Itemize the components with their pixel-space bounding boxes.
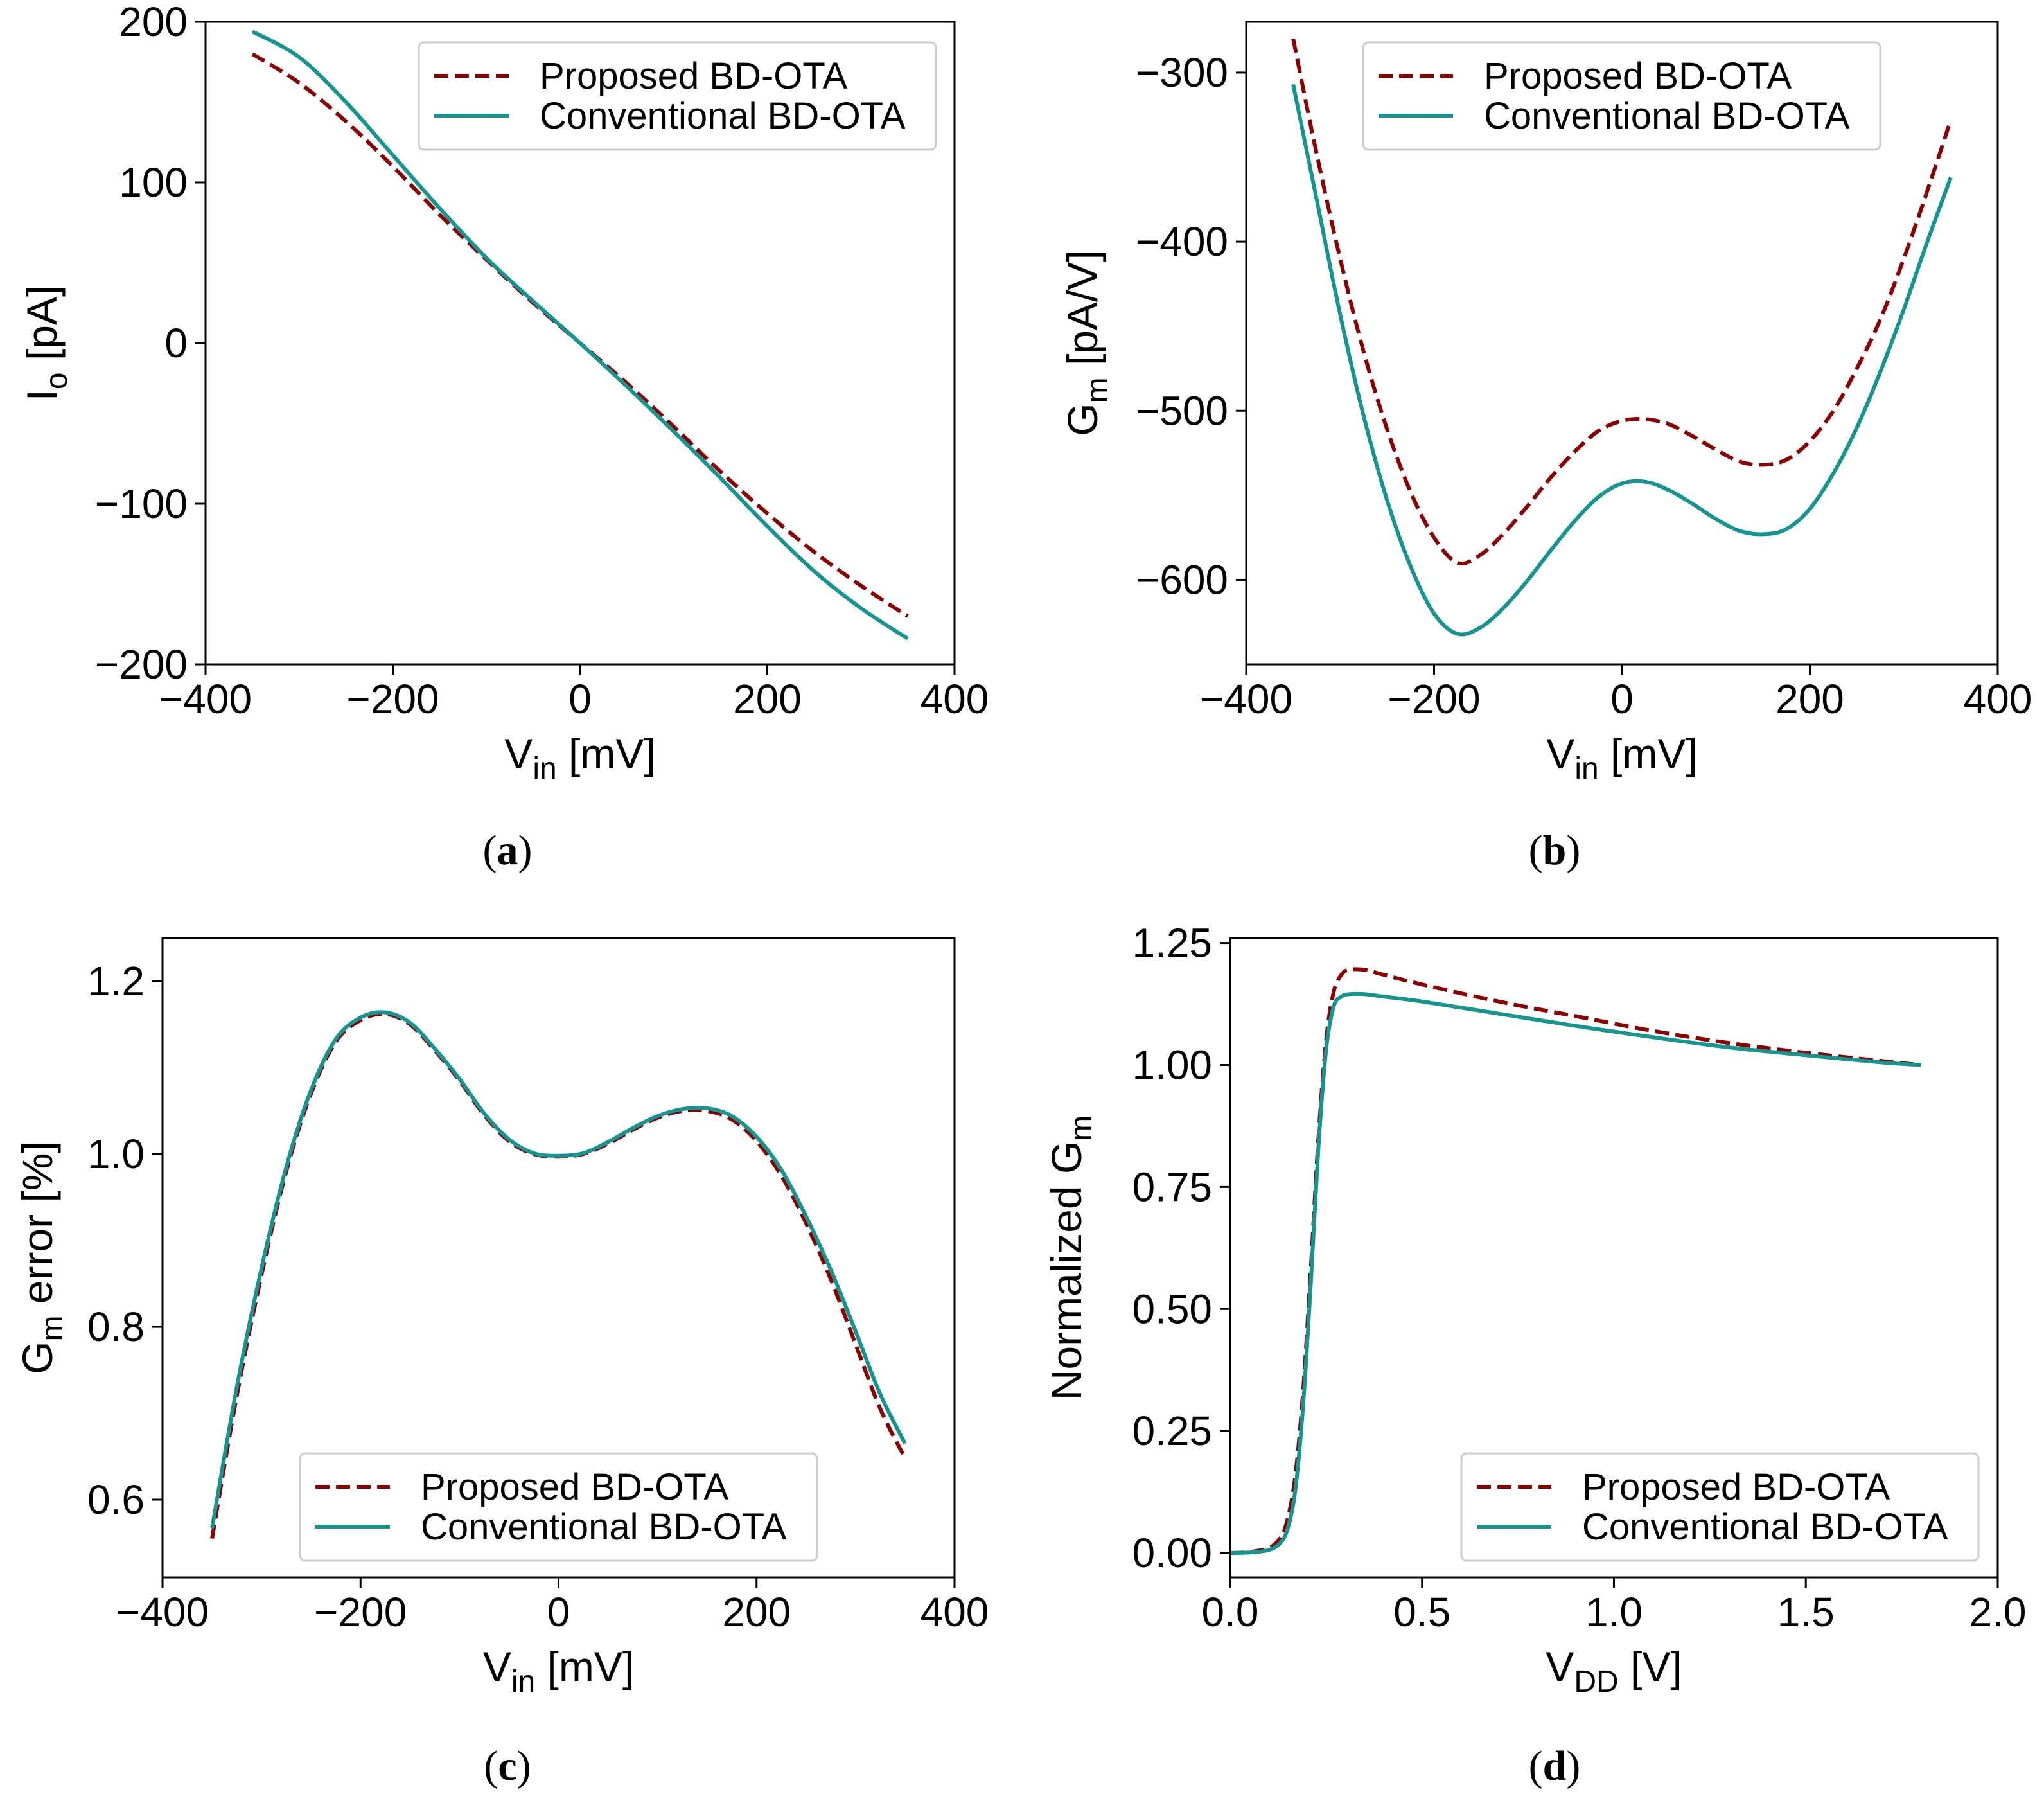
y-tick-label: −300 [1136,49,1228,96]
y-tick-label: 0.8 [87,1304,145,1350]
x-tick-label: −400 [1200,676,1292,722]
y-tick-label: 1.00 [1132,1042,1212,1088]
series-line-conventional [210,1010,907,1529]
x-tick-label: 0.0 [1202,1589,1259,1635]
legend-label-conventional: Conventional BD-OTA [1582,1506,1948,1548]
x-tick-label: −400 [116,1589,209,1635]
x-tick-label: 0 [547,1589,570,1635]
x-tick-label: −200 [346,676,439,722]
x-tick-label: 400 [1964,676,2032,722]
x-tick-label: 0.5 [1393,1589,1450,1635]
y-tick-label: 0.50 [1132,1286,1212,1332]
series-line-proposed [1291,38,1953,566]
legend-label-proposed: Proposed BD-OTA [540,55,848,97]
legend-label-conventional: Conventional BD-OTA [540,95,906,137]
x-tick-label: 0 [1610,676,1634,722]
legend-label-proposed: Proposed BD-OTA [1484,55,1792,97]
y-axis-title: Gm error [%] [13,1141,69,1374]
x-tick-label: 1.0 [1585,1589,1643,1635]
y-tick-label: 0.00 [1132,1530,1212,1576]
legend-box [1460,1452,1980,1562]
y-axis-title: Gm [pA/V] [1059,250,1115,436]
y-axis-title: Normalized Gm [1043,1115,1098,1400]
y-tick-label: 0.75 [1132,1164,1212,1210]
series-line-conventional [1291,84,1953,637]
y-tick-label: −400 [1136,218,1228,265]
x-tick-label: 400 [921,676,989,722]
x-tick-label: −400 [159,676,252,722]
legend-box [1362,41,1881,151]
x-tick-label: −200 [1388,676,1480,722]
y-tick-label: 0 [164,320,188,366]
series-line-conventional [1230,991,1921,1555]
panel-caption: (a) [483,827,533,874]
x-tick-label: 0 [568,676,592,722]
legend-label-conventional: Conventional BD-OTA [421,1506,787,1548]
y-tick-label: −600 [1136,556,1228,603]
y-tick-label: 1.0 [87,1131,145,1177]
y-tick-label: −200 [95,641,188,688]
x-axis-title: VDD [V] [1546,1643,1682,1699]
x-tick-label: 2.0 [1969,1589,2027,1635]
chart-b: −400 −200 0 200 400 −600 −500 −400 −300 Vin [mV] G… [1059,21,2032,874]
series-line-conventional [251,30,909,641]
y-tick-label: 0.6 [87,1477,145,1523]
x-tick-label: 200 [722,1589,791,1635]
chart-c: −400 −200 0 200 400 0.6 0.8 1.0 1.2 Vin [mV] Gm er… [13,937,989,1789]
x-axis-title: Vin [mV] [483,1643,634,1699]
panel-caption: (b) [1529,827,1581,874]
panel-caption: (c) [484,1743,531,1789]
y-tick-label: 1.25 [1132,920,1212,966]
y-tick-label: −100 [95,481,188,527]
series-line-proposed [1230,967,1921,1555]
chart-d: 0.0 0.5 1.0 1.5 2.0 0.00 0.25 0.50 0.75 1.00 1.25 V… [1043,920,2026,1789]
legend-label-proposed: Proposed BD-OTA [421,1466,729,1508]
y-tick-label: 1.2 [87,958,145,1004]
y-tick-label: 100 [119,159,188,206]
x-axis-title: Vin [mV] [1546,730,1697,786]
legend-box [299,1452,818,1562]
legend-label-conventional: Conventional BD-OTA [1484,95,1850,137]
y-axis-title: Io [pA] [18,285,74,402]
x-tick-label: 200 [733,676,802,722]
x-tick-label: 400 [921,1589,989,1635]
x-tick-label: 200 [1775,676,1844,722]
legend-label-proposed: Proposed BD-OTA [1582,1466,1890,1508]
x-tick-label: 1.5 [1777,1589,1835,1635]
legend-box [418,41,937,151]
y-tick-label: 0.25 [1132,1408,1212,1454]
y-tick-label: −500 [1136,387,1228,434]
y-tick-label: 200 [119,0,188,45]
panel-caption: (d) [1529,1743,1581,1789]
x-axis-title: Vin [mV] [504,730,655,786]
x-tick-label: −200 [314,1589,407,1635]
